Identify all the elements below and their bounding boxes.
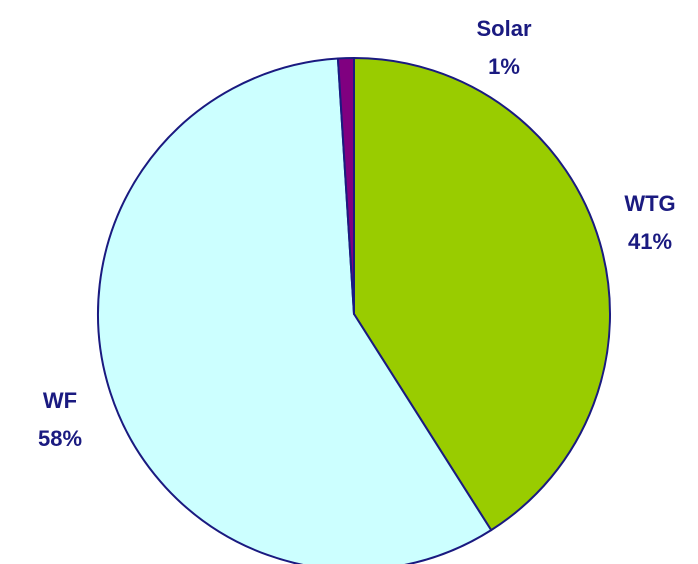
slice-value-label: 1%: [488, 54, 520, 79]
pie-slice: [353, 57, 611, 532]
slice-value-label: 41%: [628, 229, 672, 254]
slice-label: WTG: [624, 191, 675, 216]
slice-label: Solar: [476, 16, 531, 41]
slice-label: WF: [43, 388, 77, 413]
pie-slice: [336, 57, 355, 315]
slice-value-label: 58%: [38, 426, 82, 451]
pie-slice: [97, 57, 493, 564]
